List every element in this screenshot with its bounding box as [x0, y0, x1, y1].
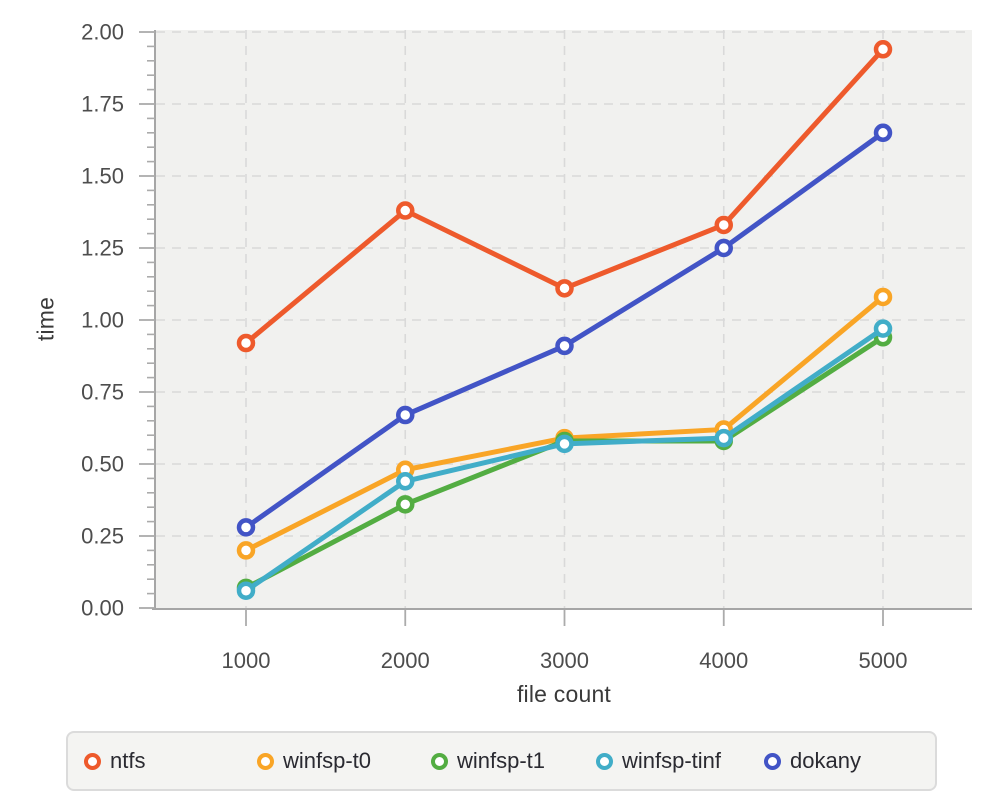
- data-point-winfsp-t0-1000: [236, 541, 256, 560]
- data-point-dokany-1000: [236, 518, 256, 537]
- y-tick-label: 0.75: [81, 380, 124, 405]
- data-point-ntfs-3000: [555, 279, 574, 298]
- legend-marker-icon: [764, 752, 781, 770]
- x-tick-label: 4000: [699, 648, 748, 673]
- data-point-dokany-5000: [873, 123, 893, 143]
- legend-marker-icon: [431, 752, 448, 770]
- data-point-winfsp-tinf-5000: [873, 319, 893, 338]
- legend-label: dokany: [790, 748, 861, 773]
- y-tick-label: 0.00: [81, 596, 124, 621]
- x-tick-label: 1000: [222, 648, 271, 673]
- data-point-dokany-3000: [555, 336, 574, 356]
- data-point-dokany-4000: [714, 238, 733, 258]
- data-point-winfsp-tinf-4000: [714, 428, 733, 448]
- x-tick-label: 2000: [381, 648, 430, 673]
- y-tick-label: 2.00: [81, 20, 124, 45]
- y-tick-label: 0.50: [81, 452, 124, 477]
- x-tick-label: 5000: [859, 648, 908, 673]
- legend-label: winfsp-tinf: [622, 748, 722, 773]
- legend-label: winfsp-t0: [283, 748, 372, 773]
- legend-label: ntfs: [110, 748, 146, 773]
- y-tick-label: 1.50: [81, 164, 124, 189]
- legend-marker-icon: [84, 752, 101, 770]
- series-winfsp-tinf: [236, 319, 893, 600]
- y-tick-label: 1.25: [81, 236, 124, 261]
- legend-item-winfsp-t1[interactable]: winfsp-t1: [431, 748, 596, 774]
- legend-label: winfsp-t1: [457, 748, 546, 773]
- y-tick-label: 1.00: [81, 308, 124, 333]
- legend-item-winfsp-t0[interactable]: winfsp-t0: [257, 748, 431, 774]
- data-point-ntfs-2000: [396, 201, 415, 220]
- line-chart-canvas: 0.00 0.25 0.50 0.75 1.00 1.25 1.50 1.75 2.00 1000…: [81, 20, 972, 673]
- legend-marker-icon: [257, 752, 274, 770]
- y-tick-label: 1.75: [81, 92, 124, 117]
- data-point-ntfs-1000: [236, 333, 256, 353]
- y-tick-label: 0.25: [81, 524, 124, 549]
- legend: ntfs winfsp-t0 winfsp-t1 winfsp-tinf dokany: [66, 731, 937, 791]
- legend-marker-icon: [596, 752, 613, 770]
- x-tick-label: 3000: [540, 648, 589, 673]
- y-axis-title: time: [32, 296, 59, 342]
- series-dokany: [236, 123, 893, 537]
- series-ntfs: [236, 40, 893, 353]
- legend-item-ntfs[interactable]: ntfs: [84, 748, 257, 774]
- data-point-ntfs-5000: [873, 40, 893, 59]
- legend-item-winfsp-tinf[interactable]: winfsp-tinf: [596, 748, 764, 774]
- data-point-ntfs-4000: [714, 215, 733, 235]
- data-point-winfsp-tinf-2000: [396, 472, 415, 491]
- x-axis-title: file count: [516, 681, 612, 707]
- legend-item-dokany[interactable]: dokany: [764, 748, 861, 774]
- data-point-winfsp-t0-5000: [873, 287, 893, 307]
- data-point-winfsp-t1-2000: [396, 495, 415, 514]
- data-point-dokany-2000: [396, 405, 415, 425]
- data-point-winfsp-tinf-1000: [236, 581, 256, 600]
- data-point-winfsp-tinf-3000: [555, 434, 574, 454]
